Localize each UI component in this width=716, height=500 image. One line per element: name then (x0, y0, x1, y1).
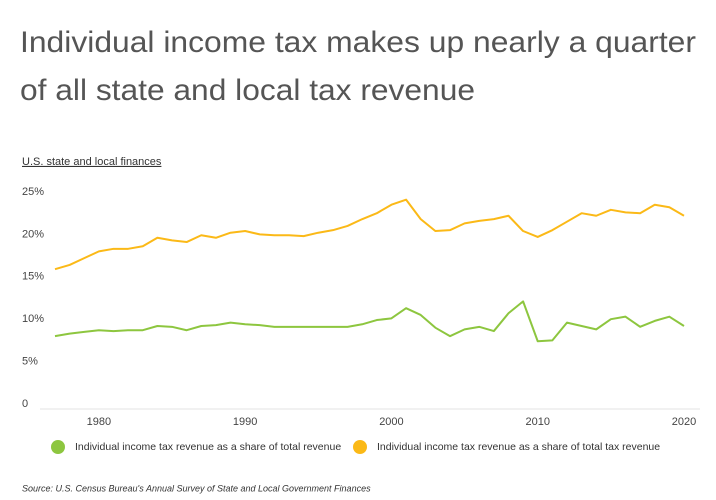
chart-source: Source: U.S. Census Bureau's Annual Surv… (22, 483, 371, 493)
y-tick-label: 0 (22, 398, 28, 410)
x-tick-label: 2010 (525, 416, 549, 428)
y-tick-label: 10% (22, 313, 44, 325)
chart-title: Individual income tax makes up nearly a … (20, 26, 696, 59)
y-tick-label: 15% (22, 271, 44, 283)
series-line (54, 198, 685, 271)
y-tick-label: 5% (22, 356, 38, 368)
x-tick-label: 2000 (379, 416, 403, 428)
y-tick-label: 25% (22, 186, 44, 198)
series-line (54, 300, 685, 343)
chart-title: of all state and local tax revenue (20, 74, 475, 107)
x-tick-label: 1980 (87, 416, 111, 428)
chart-subtitle: U.S. state and local finances (22, 156, 162, 168)
legend-marker (353, 440, 367, 454)
x-tick-label: 1990 (233, 416, 257, 428)
x-tick-label: 2020 (672, 416, 696, 428)
legend-label: Individual income tax revenue as a share… (377, 441, 660, 453)
legend-marker (51, 440, 65, 454)
legend-label: Individual income tax revenue as a share… (75, 441, 341, 453)
y-tick-label: 20% (22, 228, 44, 240)
